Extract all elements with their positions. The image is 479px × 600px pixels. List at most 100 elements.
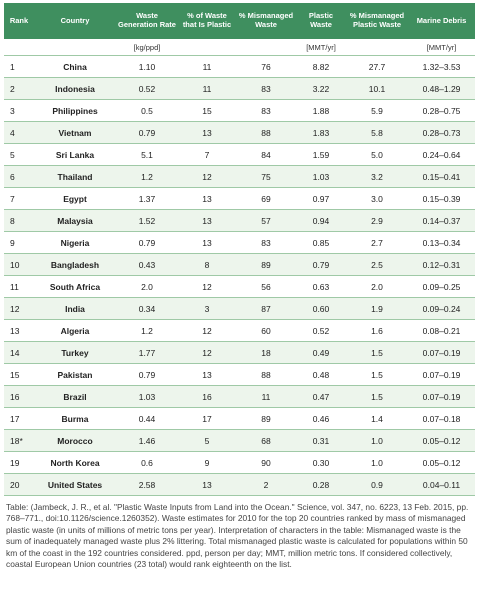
table-cell: 56 [236,275,296,298]
table-cell: 0.09–0.24 [408,297,475,320]
header-row: Rank Country Waste Generation Rate% of Was… [4,3,475,39]
table-cell: 0.79 [116,121,178,144]
unit-cell [178,39,236,56]
table-cell: 15 [178,99,236,122]
table-cell: 5.9 [346,99,408,122]
table-cell: 11 [178,55,236,78]
table-row: 10 Bangladesh 0.43 8 89 0.79 2.5 0.12–0.31 [4,253,475,276]
table-cell: 1.32–3.53 [408,55,475,78]
table-cell: 13 [178,473,236,496]
country-cell: Vietnam [34,121,116,144]
table-cell: 12 [178,275,236,298]
table-cell: 7 [178,143,236,166]
table-cell: 12 [178,319,236,342]
table-cell: 1.59 [296,143,346,166]
country-cell: Thailand [34,165,116,188]
table-cell: 88 [236,363,296,386]
table-cell: 0.79 [296,253,346,276]
table-cell: 3.2 [346,165,408,188]
table-cell: 1 [4,55,34,78]
table-row: 16 Brazil 1.03 16 11 0.47 1.5 0.07–0.19 [4,385,475,408]
table-cell: 5 [4,143,34,166]
table-cell: 13 [178,363,236,386]
table-cell: 1.6 [346,319,408,342]
country-cell: Brazil [34,385,116,408]
table-cell: 0.34 [116,297,178,320]
table-cell: 75 [236,165,296,188]
table-cell: 6 [4,165,34,188]
table-row: 12 India 0.34 3 87 0.60 1.9 0.09–0.24 [4,297,475,320]
table-cell: 0.31 [296,429,346,452]
table-cell: 0.28–0.73 [408,121,475,144]
table-cell: 17 [178,407,236,430]
table-cell: 3 [178,297,236,320]
column-header: Country [34,3,116,39]
table-cell: 0.52 [116,77,178,100]
country-cell: Malaysia [34,209,116,232]
country-cell: India [34,297,116,320]
table-cell: 0.49 [296,341,346,364]
table-row: 15 Pakistan 0.79 13 88 0.48 1.5 0.07–0.19 [4,363,475,386]
country-cell: Nigeria [34,231,116,254]
table-cell: 12 [178,341,236,364]
table-cell: 2.7 [346,231,408,254]
table-cell: 83 [236,99,296,122]
table-cell: 1.83 [296,121,346,144]
table-cell: 0.63 [296,275,346,298]
column-header: Marine Debris [408,3,475,39]
table-cell: 3 [4,99,34,122]
table-cell: 0.14–0.37 [408,209,475,232]
table-cell: 0.28 [296,473,346,496]
unit-cell [346,39,408,56]
unit-label: [kg/ppd] [116,39,178,56]
waste-table: Rank Country Waste Generation Rate% of Was… [4,3,475,496]
table-cell: 8 [178,253,236,276]
table-cell: 13 [4,319,34,342]
table-cell: 0.6 [116,451,178,474]
table-cell: 0.12–0.31 [408,253,475,276]
table-row: 6 Thailand 1.2 12 75 1.03 3.2 0.15–0.41 [4,165,475,188]
table-cell: 5.8 [346,121,408,144]
table-row: 20 United States 2.58 13 2 0.28 0.9 0.04–0.11 [4,473,475,496]
unit-cell [236,39,296,56]
table-cell: 0.05–0.12 [408,429,475,452]
table-cell: 13 [178,187,236,210]
table-row: 11 South Africa 2.0 12 56 0.63 2.0 0.09–0.25 [4,275,475,298]
column-header: % Mismanaged Waste [236,3,296,39]
table-cell: 11 [178,77,236,100]
table-cell: 1.03 [116,385,178,408]
table-cell: 16 [178,385,236,408]
column-header: % Mismanaged Plastic Waste [346,3,408,39]
country-cell: United States [34,473,116,496]
table-row: 19 North Korea 0.6 9 90 0.30 1.0 0.05–0.12 [4,451,475,474]
country-cell: China [34,55,116,78]
table-cell: 18 [236,341,296,364]
table-cell: 0.09–0.25 [408,275,475,298]
table-cell: 5.1 [116,143,178,166]
table-cell: 84 [236,143,296,166]
column-header: Waste Generation Rate [116,3,178,39]
table-cell: 1.5 [346,341,408,364]
caption: Table: (Jambeck, J. R., et al. "Plastic … [6,502,469,570]
table-cell: 1.03 [296,165,346,188]
table-cell: 2 [236,473,296,496]
table-row: 3 Philippines 0.5 15 83 1.88 5.9 0.28–0.75 [4,99,475,122]
table-cell: 9 [4,231,34,254]
table-cell: 1.2 [116,319,178,342]
table-cell: 1.37 [116,187,178,210]
table-cell: 10.1 [346,77,408,100]
table-cell: 1.2 [116,165,178,188]
table-cell: 14 [4,341,34,364]
table-cell: 0.94 [296,209,346,232]
country-cell: Algeria [34,319,116,342]
table-cell: 4 [4,121,34,144]
unit-label: [MMT/yr] [296,39,346,56]
country-cell: North Korea [34,451,116,474]
table-cell: 17 [4,407,34,430]
table-cell: 2.0 [116,275,178,298]
table-cell: 0.85 [296,231,346,254]
table-row: 4 Vietnam 0.79 13 88 1.83 5.8 0.28–0.73 [4,121,475,144]
table-cell: 76 [236,55,296,78]
table-cell: 7 [4,187,34,210]
table-row: 13 Algeria 1.2 12 60 0.52 1.6 0.08–0.21 [4,319,475,342]
